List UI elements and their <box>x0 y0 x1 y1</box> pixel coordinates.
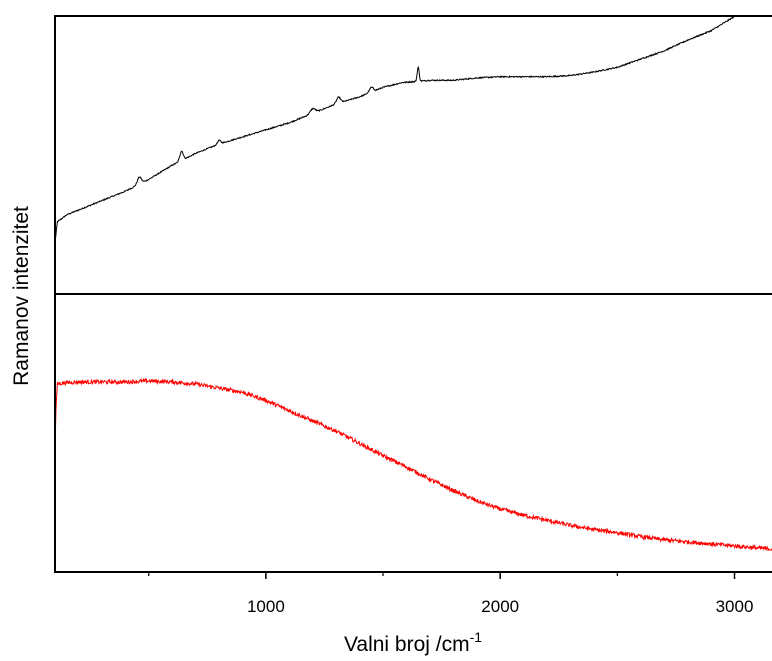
x-tick-label: 2000 <box>481 597 519 616</box>
y-axis-label: Ramanov intenzitet <box>10 206 33 386</box>
bottom-panel-frame <box>54 293 772 573</box>
x-axis-ticks: 1000 2000 3000 <box>148 572 754 616</box>
top-panel-frame <box>54 15 772 295</box>
top-spectrum-line <box>55 16 738 244</box>
x-tick-label: 1000 <box>247 597 285 616</box>
x-axis-label: Valni broj /cm-1 <box>344 629 482 656</box>
bottom-spectrum-line <box>55 377 772 552</box>
x-tick-label: 3000 <box>716 597 754 616</box>
